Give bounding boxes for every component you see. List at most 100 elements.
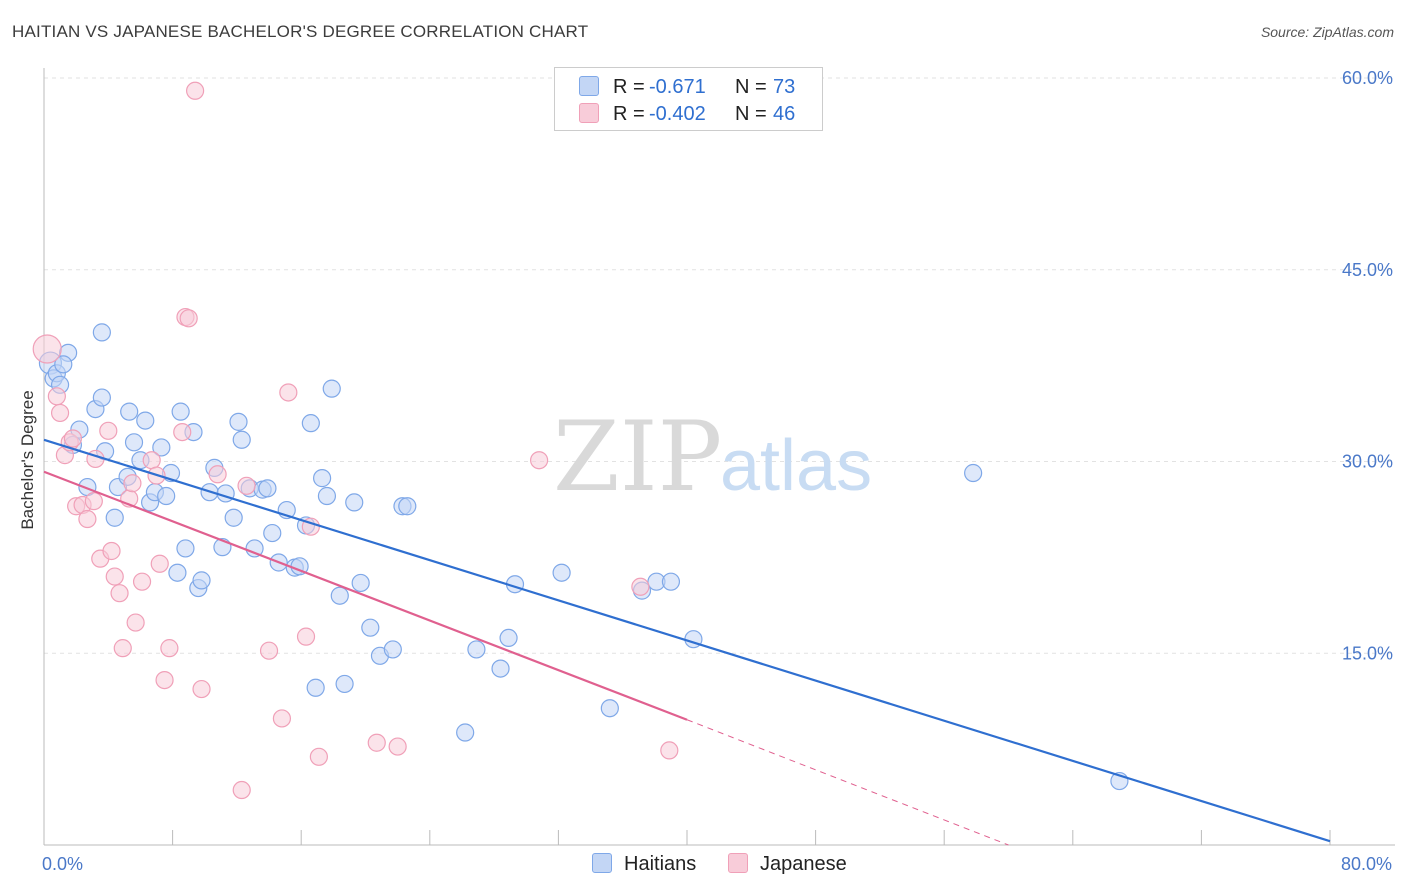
haitian-point [192, 571, 211, 590]
haitian-point [168, 563, 187, 582]
haitian-point [351, 573, 370, 593]
japanese-trend-line [43, 470, 688, 721]
haitian-point [361, 618, 380, 637]
y-tick-label: 15.0% [1342, 643, 1393, 663]
japanese-point [631, 577, 650, 596]
chart-source: Source: ZipAtlas.com [1260, 24, 1394, 40]
haitian-point [301, 414, 320, 433]
japanese-point [123, 474, 142, 493]
trend-lines [43, 438, 1331, 846]
legend-n-label: N = [735, 76, 767, 98]
x-tick-label-min: 0.0% [42, 854, 83, 874]
japanese-point [237, 476, 256, 495]
watermark-atlas: atlas [720, 426, 872, 506]
legend-n-value: 46 [773, 103, 796, 125]
legend-r-value: -0.671 [649, 76, 706, 98]
japanese-point [173, 422, 192, 442]
japanese-point [126, 613, 145, 632]
japanese-legend-swatch [728, 853, 748, 873]
haitian-point [229, 412, 248, 431]
legend-n-value: 73 [773, 76, 796, 98]
haitian-point [224, 508, 243, 527]
japanese-point [78, 509, 97, 529]
haitian-point [306, 678, 325, 697]
japanese-point [150, 554, 169, 573]
japanese-point [259, 641, 279, 660]
japanese-point [105, 567, 124, 586]
japanese-point [660, 741, 679, 760]
japanese-point [296, 627, 316, 646]
japanese-point [309, 747, 328, 766]
haitian-point [330, 586, 349, 605]
japanese-point [160, 639, 179, 658]
haitian-point [467, 640, 486, 659]
y-tick-label: 45.0% [1342, 260, 1393, 280]
haitian-point [124, 433, 144, 452]
japanese-point [279, 383, 298, 402]
haitian-point [152, 438, 171, 457]
japanese-point [367, 733, 386, 752]
haitian-point [322, 379, 341, 398]
japanese-point [84, 492, 103, 511]
haitian-point [258, 479, 277, 498]
watermark: ZIP atlas [553, 401, 872, 513]
haitian-point [157, 486, 176, 506]
haitian-point [552, 563, 571, 582]
japanese-point [208, 465, 227, 484]
japanese-point [63, 429, 83, 448]
haitian-trend-line [43, 438, 1331, 843]
haitian-point [105, 508, 124, 527]
japanese-point [388, 737, 407, 756]
haitian-point [92, 323, 111, 342]
bottom-legend-haitians: Haitians [592, 851, 712, 877]
japanese-trend-line-extension [686, 719, 1009, 846]
correlation-legend: R = -0.671 N = 73 R = -0.402 N = 46 [554, 67, 823, 131]
japanese-point [110, 584, 129, 603]
grid-lines [44, 77, 1395, 654]
japanese-point [102, 541, 121, 561]
y-tick-label: 30.0% [1342, 452, 1393, 472]
bottom-legend-japanese: Japanese [728, 851, 858, 877]
watermark-zip: ZIP [553, 401, 722, 513]
haitian-point [398, 497, 417, 516]
haitian-point [383, 640, 402, 659]
japanese-point [99, 421, 118, 440]
haitian-point [263, 523, 282, 543]
y-axis-title: Bachelor's Degree [18, 390, 37, 529]
japanese-point [50, 403, 70, 423]
japanese-point [142, 451, 161, 470]
japanese-point [179, 309, 198, 328]
japanese-point [155, 670, 174, 690]
haitian-point [317, 486, 337, 506]
haitian-point [661, 572, 681, 591]
haitian-point [312, 469, 332, 488]
haitian-point [136, 411, 155, 430]
legend-r-label: R = [613, 103, 645, 125]
y-tick-label: 60.0% [1342, 68, 1393, 88]
haitians-swatch [579, 76, 599, 96]
haitian-point [92, 388, 111, 407]
japanese-point [232, 780, 251, 800]
japanese-legend-label: Japanese [760, 853, 847, 875]
legend-row-haitians: R = -0.671 N = 73 [555, 75, 822, 99]
data-points [32, 81, 1129, 800]
axes [43, 68, 1395, 846]
japanese-point [192, 679, 211, 699]
japanese-point [530, 451, 549, 470]
chart-title: HAITIAN VS JAPANESE BACHELOR'S DEGREE CO… [12, 22, 589, 41]
legend-r-value: -0.402 [649, 103, 706, 125]
japanese-point [272, 709, 292, 728]
haitian-point [491, 659, 510, 678]
japanese-point [47, 387, 66, 406]
legend-row-japanese: R = -0.402 N = 46 [555, 102, 822, 126]
y-tick-labels: 15.0% 30.0% 45.0% 60.0% [1342, 68, 1393, 663]
haitian-point [345, 493, 364, 512]
japanese-point [186, 81, 205, 100]
haitian-point [499, 628, 518, 648]
japanese-point [32, 334, 62, 364]
japanese-point [113, 639, 132, 658]
haitian-point [456, 723, 475, 742]
haitian-point [120, 402, 139, 421]
haitian-point [54, 355, 73, 374]
